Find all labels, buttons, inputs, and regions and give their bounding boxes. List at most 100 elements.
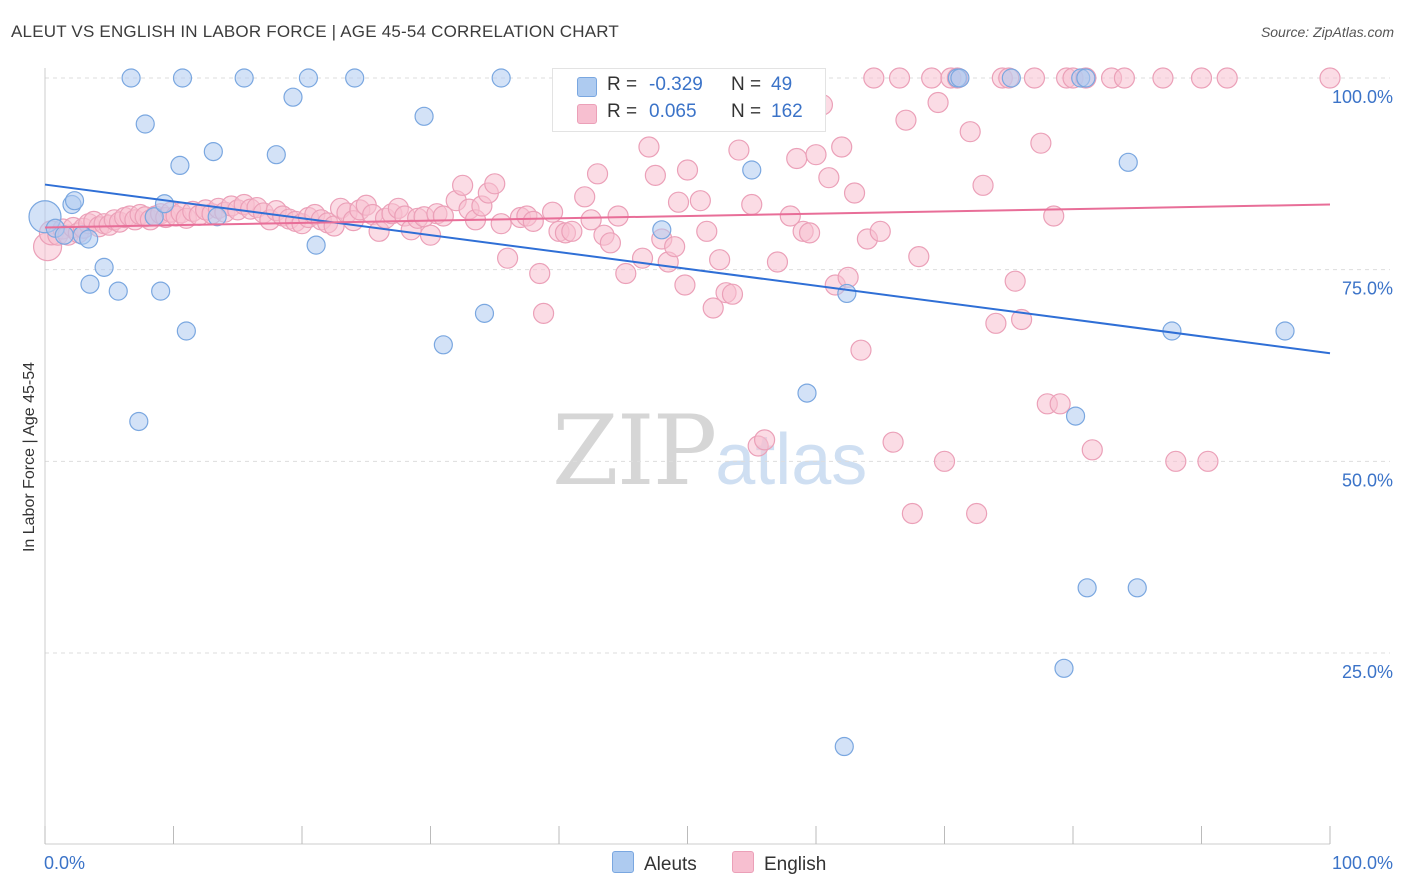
aleut-point xyxy=(79,229,99,249)
english-point xyxy=(607,205,629,227)
aleut-point xyxy=(414,106,434,126)
aleut-swatch xyxy=(577,77,597,97)
english-point xyxy=(529,262,551,285)
english-point xyxy=(882,431,904,453)
aleut-n-label: N = xyxy=(731,74,762,95)
aleut-point xyxy=(950,68,970,88)
english-point xyxy=(586,163,609,185)
english-point xyxy=(644,164,666,186)
series-legend: Aleuts English xyxy=(0,851,1406,877)
aleut-point xyxy=(742,160,762,180)
english-point xyxy=(1010,308,1033,331)
english-point xyxy=(689,190,711,212)
aleuts-legend-swatch xyxy=(612,851,634,873)
english-point xyxy=(674,274,696,296)
english-point xyxy=(741,193,763,216)
english-point xyxy=(615,262,637,285)
aleut-point xyxy=(283,87,303,107)
english-point xyxy=(843,182,866,204)
aleut-point xyxy=(108,281,128,301)
aleut-point xyxy=(172,68,193,88)
english-point xyxy=(574,186,596,208)
english-point xyxy=(779,205,801,227)
aleut-point xyxy=(170,155,190,175)
aleut-point xyxy=(797,383,817,403)
english-point xyxy=(452,174,474,196)
y-tick-label: 75.0% xyxy=(1342,279,1393,299)
english-point xyxy=(850,339,872,361)
legend-item-english[interactable]: English xyxy=(732,851,826,876)
aleut-point xyxy=(1001,68,1021,88)
aleut-point xyxy=(652,220,672,240)
aleut-trend-line xyxy=(44,183,1331,355)
english-point xyxy=(1081,439,1103,461)
english-point xyxy=(1319,67,1341,89)
english-point xyxy=(664,236,686,258)
english-point xyxy=(1004,270,1026,292)
english-point xyxy=(863,67,885,89)
english-point xyxy=(638,136,660,158)
english-point xyxy=(753,429,776,451)
aleut-n-value: 49 xyxy=(771,74,793,95)
aleut-point xyxy=(135,114,155,134)
watermark-atlas: atlas xyxy=(715,420,868,500)
aleuts-legend-label: Aleuts xyxy=(644,854,697,875)
english-point xyxy=(580,209,602,231)
english-point xyxy=(696,220,718,242)
watermark: ZIPatlas xyxy=(552,395,867,507)
english-point xyxy=(818,167,840,189)
english-point xyxy=(1152,67,1174,89)
english-point xyxy=(1197,450,1219,472)
aleut-point xyxy=(1275,321,1295,341)
aleut-point xyxy=(129,411,149,432)
aleut-point xyxy=(1054,658,1074,678)
english-point xyxy=(901,502,923,525)
english-point xyxy=(888,67,911,89)
y-tick-label: 50.0% xyxy=(1342,470,1393,490)
english-point xyxy=(805,144,827,166)
english-point xyxy=(766,251,789,273)
aleut-point xyxy=(64,191,85,211)
english-point xyxy=(721,283,744,305)
english-point xyxy=(541,201,564,223)
aleut-point xyxy=(121,68,141,88)
english-point xyxy=(667,191,690,213)
aleut-point xyxy=(266,145,286,165)
aleut-point xyxy=(474,303,495,323)
aleut-point xyxy=(80,274,100,294)
english-trend-line xyxy=(44,203,1331,229)
aleut-point xyxy=(834,736,854,757)
aleut-point xyxy=(94,257,114,277)
english-point xyxy=(908,246,930,268)
english-point xyxy=(599,232,622,254)
english-point xyxy=(1113,67,1136,89)
english-point xyxy=(972,174,994,196)
aleut-point xyxy=(151,281,171,301)
aleut-r-label: R = xyxy=(607,74,638,95)
english-point xyxy=(561,220,583,242)
x-tick-label-min: 0.0% xyxy=(44,853,85,873)
english-n-value: 162 xyxy=(771,101,803,122)
aleut-point xyxy=(1076,68,1096,88)
english-point xyxy=(1216,67,1238,89)
english-point xyxy=(1049,393,1071,415)
aleut-point xyxy=(433,335,453,355)
x-tick-label-max: 100.0% xyxy=(1332,853,1393,873)
aleut-point xyxy=(1118,152,1138,172)
english-r-value: 0.065 xyxy=(649,101,697,122)
aleut-point xyxy=(298,68,319,88)
english-point xyxy=(676,159,699,181)
legend-item-aleuts[interactable]: Aleuts xyxy=(612,851,697,876)
aleut-point xyxy=(176,321,196,341)
aleut-point xyxy=(1065,406,1086,426)
aleut-point xyxy=(154,194,175,214)
english-point xyxy=(895,109,917,131)
aleut-point xyxy=(837,283,857,304)
english-point xyxy=(1043,205,1065,227)
english-point xyxy=(786,147,808,170)
english-point xyxy=(933,450,956,472)
source-credit: Source: ZipAtlas.com xyxy=(1260,24,1394,40)
english-legend-swatch xyxy=(732,851,754,873)
english-point xyxy=(1165,450,1187,472)
